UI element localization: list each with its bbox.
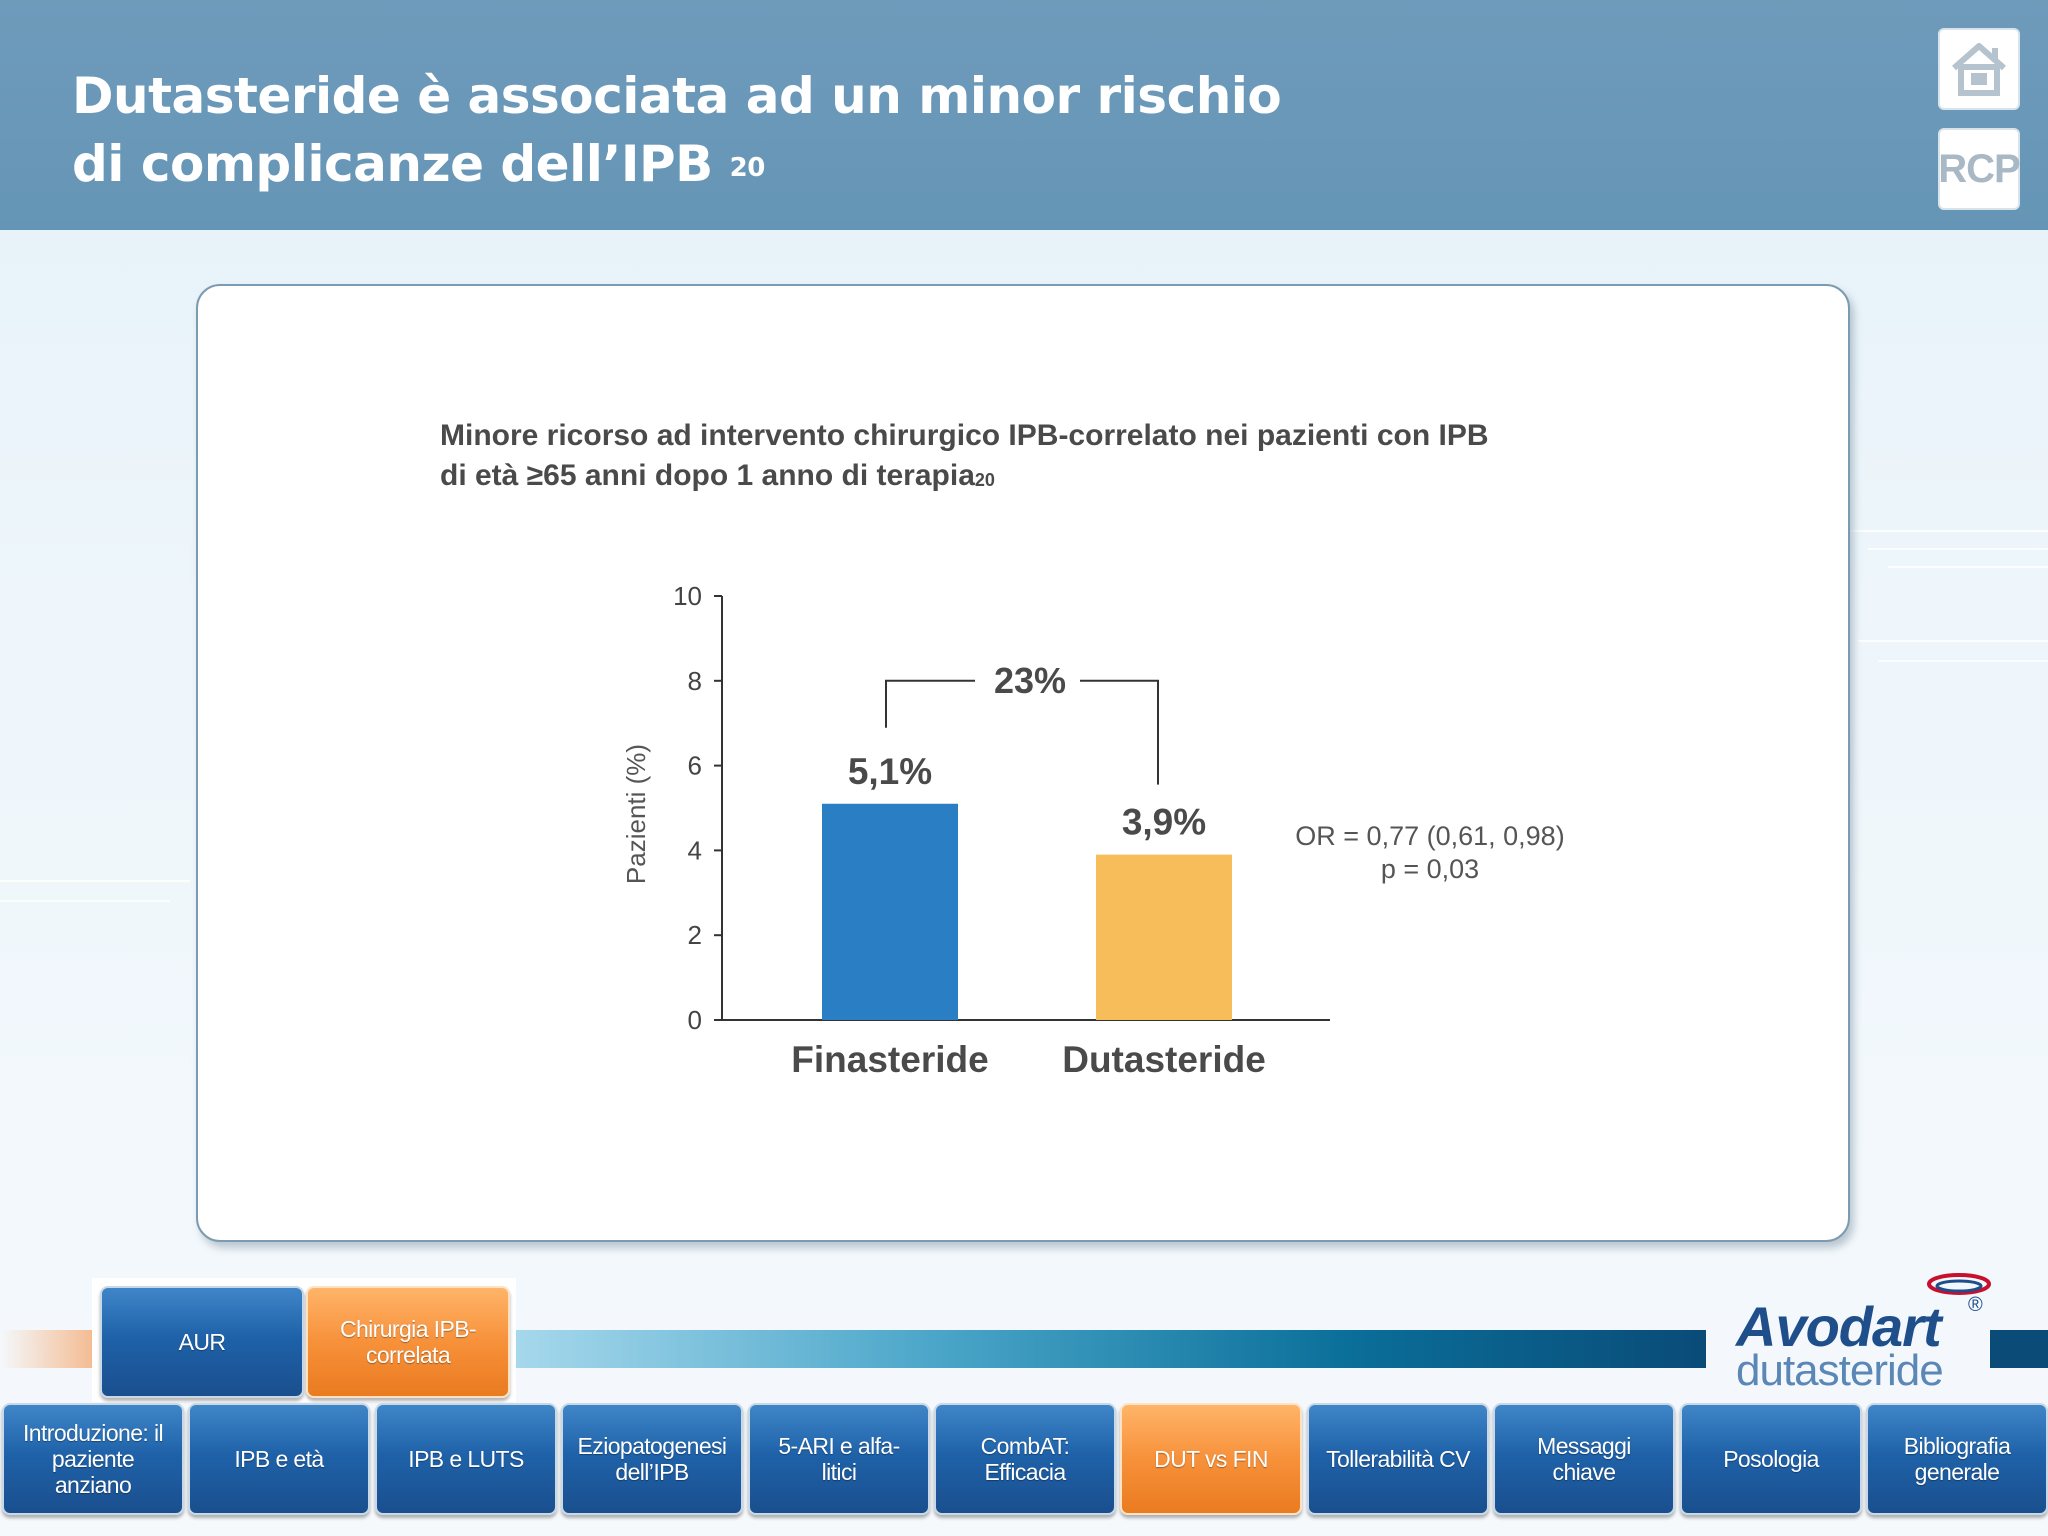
nav-strip-left (0, 1330, 100, 1368)
nav-tab-2[interactable]: IPB e LUTS (375, 1403, 557, 1515)
nav-tab-label: IPB e età (234, 1446, 324, 1472)
background-wave (1878, 660, 2048, 662)
nav-tab-label: DUT vs FIN (1154, 1446, 1268, 1472)
header-bar: Dutasteride è associata ad un minor risc… (0, 0, 2048, 230)
background-wave (0, 900, 170, 902)
nav-tab-label: Messaggi chiave (1537, 1433, 1631, 1485)
subnav-tab-1[interactable]: Chirurgia IPB-correlata (306, 1286, 510, 1398)
y-tick-label: 10 (673, 581, 702, 611)
background-wave (0, 880, 190, 882)
nav-tab-0[interactable]: Introduzione: il paziente anziano (2, 1403, 184, 1515)
nav-tab-label: Tollerabilità CV (1326, 1446, 1470, 1472)
page-title: Dutasteride è associata ad un minor risc… (72, 62, 1282, 198)
chart-title-line2: di età ≥65 anni dopo 1 anno di terapia (440, 459, 975, 492)
y-tick-label: 6 (688, 751, 702, 781)
content-card (196, 284, 1850, 1242)
nav-tab-8[interactable]: Messaggi chiave (1493, 1403, 1675, 1515)
bracket-label: 23% (994, 660, 1066, 701)
bar-finasteride (822, 803, 958, 1020)
home-icon (1952, 43, 2006, 96)
avodart-logo: Avodart ® dutasteride (1728, 1270, 1998, 1395)
nav-tab-1[interactable]: IPB e età (188, 1403, 370, 1515)
y-tick-label: 0 (688, 1005, 702, 1035)
chart-title: Minore ricorso ad intervento chirurgico … (440, 416, 1489, 496)
stats-p-value: p = 0,03 (1381, 854, 1479, 884)
subnav-tab-label: AUR (178, 1329, 226, 1355)
nav-tab-label: Bibliografia generale (1903, 1433, 2011, 1485)
stats-odds-ratio: OR = 0,77 (0,61, 0,98) (1295, 821, 1564, 851)
logo-generic-name: dutasteride (1736, 1346, 1944, 1395)
x-category-label: Dutasteride (1062, 1039, 1266, 1080)
logo-brand: Avodart (1736, 1295, 1942, 1358)
bar-value-label: 3,9% (1122, 802, 1206, 843)
background-wave (1858, 640, 2048, 642)
y-tick-label: 4 (688, 835, 702, 865)
page-title-ref: 20 (729, 153, 766, 183)
nav-tab-5[interactable]: CombAT: Efficacia (934, 1403, 1116, 1515)
nav-tab-4[interactable]: 5-ARI e alfa-litici (748, 1403, 930, 1515)
subnav-tab-label: Chirurgia IPB-correlata (339, 1316, 477, 1368)
y-axis-label: Pazienti (%) (621, 744, 651, 884)
rcp-button[interactable]: RCP (1938, 128, 2021, 210)
home-button[interactable] (1938, 28, 2020, 110)
page-title-line1: Dutasteride è associata ad un minor risc… (72, 67, 1282, 125)
nav-tab-9[interactable]: Posologia (1680, 1403, 1862, 1515)
nav-tab-label: CombAT: Efficacia (980, 1433, 1070, 1485)
bar-value-label: 5,1% (848, 751, 932, 792)
nav-tab-7[interactable]: Tollerabilità CV (1307, 1403, 1489, 1515)
nav-tab-label: Eziopatogenesi dell’IPB (577, 1433, 727, 1485)
y-tick-label: 8 (688, 666, 702, 696)
nav-tab-label: IPB e LUTS (408, 1446, 524, 1472)
subnav-tab-0[interactable]: AUR (100, 1286, 304, 1398)
y-tick-label: 2 (688, 920, 702, 950)
background-wave (1868, 548, 2048, 550)
logo-swoosh-icon (1927, 1273, 1991, 1295)
nav-tab-label: Introduzione: il paziente anziano (23, 1420, 164, 1498)
bar-dutasteride (1096, 854, 1232, 1020)
nav-tab-label: 5-ARI e alfa-litici (778, 1433, 900, 1485)
background-wave (1888, 566, 2048, 568)
page-title-line2: di complicanze dell’IPB (72, 135, 713, 193)
background-wave (1848, 530, 2048, 532)
chart-title-ref: 20 (974, 470, 995, 490)
nav-strip (516, 1330, 1706, 1368)
comparison-bracket-left (885, 679, 975, 728)
nav-tab-label: Posologia (1723, 1446, 1819, 1472)
logo-registered: ® (1968, 1294, 1983, 1316)
nav-tab-3[interactable]: Eziopatogenesi dell’IPB (561, 1403, 743, 1515)
x-category-label: Finasteride (791, 1039, 988, 1080)
nav-strip-right (1990, 1330, 2048, 1368)
rcp-label: RCP (1938, 146, 2020, 191)
nav-tab-10[interactable]: Bibliografia generale (1866, 1403, 2048, 1515)
comparison-bracket-right (1080, 679, 1159, 785)
chart-title-line1: Minore ricorso ad intervento chirurgico … (440, 419, 1489, 452)
nav-tab-6[interactable]: DUT vs FIN (1120, 1403, 1302, 1515)
